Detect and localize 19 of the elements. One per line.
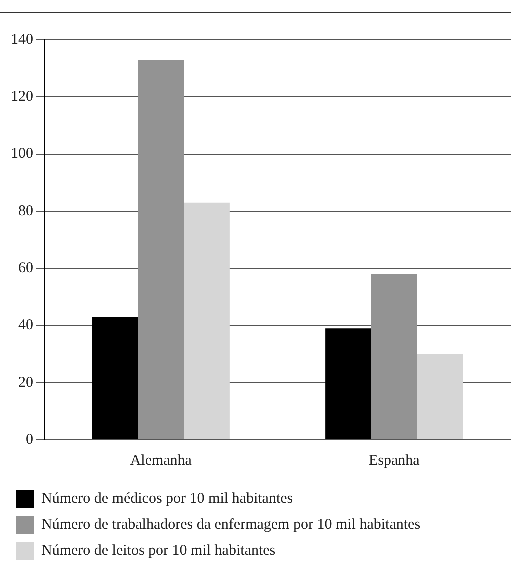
y-tick-label: 80 <box>18 203 34 220</box>
legend-label: Número de trabalhadores da enfermagem por 10 mil habitantes <box>42 516 421 533</box>
x-tick-label: Espanha <box>368 452 420 469</box>
bar <box>92 317 138 440</box>
y-tick-label: 0 <box>26 432 34 448</box>
bar <box>138 60 184 440</box>
bar <box>326 328 372 440</box>
bar <box>184 202 230 440</box>
y-tick-label: 120 <box>11 89 34 106</box>
legend-label: Número de médicos por 10 mil habitantes <box>42 490 294 507</box>
y-tick-label: 100 <box>11 146 34 162</box>
y-tick-label: 140 <box>11 32 34 48</box>
y-tick-label: 20 <box>18 374 34 391</box>
legend-label: Número de leitos por 10 mil habitantes <box>42 542 276 559</box>
y-tick-label: 60 <box>18 260 34 277</box>
y-tick-label: 40 <box>18 318 34 334</box>
x-tick-label: Alemanha <box>130 452 192 469</box>
bar <box>417 354 464 440</box>
bar <box>371 274 418 440</box>
